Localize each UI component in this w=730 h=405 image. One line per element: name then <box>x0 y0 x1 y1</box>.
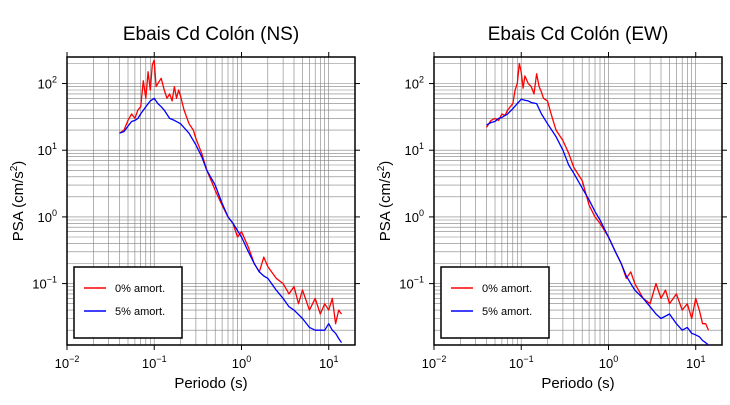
y-axis-label-sup: 2 <box>376 165 387 171</box>
x-tick-label: 10−1 <box>142 354 167 371</box>
series-line-0 <box>119 59 343 325</box>
plot-frame <box>66 56 356 346</box>
y-tick-exponent: −1 <box>414 275 424 285</box>
y-tick-exponent: 2 <box>52 75 57 85</box>
x-tick-exponent: −2 <box>69 354 79 364</box>
y-axis-label-close: ) <box>10 161 27 166</box>
x-tick-exponent: 0 <box>613 354 618 364</box>
x-tick-exponent: 1 <box>700 354 705 364</box>
x-tick-label: 101 <box>319 354 338 371</box>
x-tick-label: 100 <box>599 354 618 371</box>
y-tick-label: 100 <box>405 208 424 225</box>
y-axis-label-close: ) <box>377 161 394 166</box>
chart-title: Ebais Cd Colón (NS) <box>123 24 299 45</box>
series-line-1 <box>486 98 709 345</box>
y-tick-label: 102 <box>405 75 424 92</box>
legend-label-0: 0% amort. <box>115 283 165 295</box>
series-line-1 <box>119 97 343 344</box>
y-tick-exponent: 1 <box>52 141 57 151</box>
x-tick-base: 10 <box>232 356 246 371</box>
y-tick-base: 10 <box>405 143 419 158</box>
y-tick-base: 10 <box>38 77 52 92</box>
grid <box>66 57 356 345</box>
x-tick-base: 10 <box>509 356 523 371</box>
y-tick-label: 100 <box>38 208 57 225</box>
y-tick-label: 102 <box>38 75 57 92</box>
x-tick-label: 10−2 <box>55 354 80 371</box>
x-tick-exponent: 1 <box>333 354 338 364</box>
series-group <box>485 62 710 345</box>
y-tick-label: 101 <box>38 141 57 158</box>
series-line-0 <box>485 62 710 331</box>
legend: 0% amort. 5% amort. <box>440 266 550 339</box>
chart-title: Ebais Cd Colón (EW) <box>488 24 669 45</box>
x-tick-exponent: −1 <box>156 354 166 364</box>
series-group <box>119 59 343 344</box>
legend-label-0: 0% amort. <box>482 283 532 295</box>
legend: 0% amort. 5% amort. <box>73 266 183 339</box>
x-tick-base: 10 <box>319 356 333 371</box>
x-tick-base: 10 <box>686 356 700 371</box>
y-tick-exponent: 0 <box>419 208 424 218</box>
x-tick-base: 10 <box>422 356 436 371</box>
x-tick-base: 10 <box>55 356 69 371</box>
x-axis-label: Periodo (s) <box>541 375 614 392</box>
legend-box <box>73 266 183 339</box>
legend-label-1: 5% amort. <box>115 306 165 318</box>
y-axis-label: PSA (cm/s2) <box>376 161 394 242</box>
x-tick-label: 101 <box>686 354 705 371</box>
y-axis-label: PSA (cm/s2) <box>9 161 27 242</box>
y-tick-exponent: 0 <box>52 208 57 218</box>
y-tick-base: 10 <box>399 277 413 292</box>
y-tick-base: 10 <box>38 210 52 225</box>
x-tick-base: 10 <box>142 356 156 371</box>
legend-box <box>440 266 550 339</box>
y-tick-label: 10−1 <box>32 275 57 292</box>
y-tick-base: 10 <box>405 210 419 225</box>
y-axis-label-main: PSA (cm/s <box>377 171 394 241</box>
y-tick-base: 10 <box>38 143 52 158</box>
x-axis-label: Periodo (s) <box>174 375 247 392</box>
x-tick-label: 10−1 <box>509 354 534 371</box>
x-tick-exponent: −2 <box>436 354 446 364</box>
x-tick-exponent: −1 <box>523 354 533 364</box>
x-tick-exponent: 0 <box>246 354 251 364</box>
y-axis-label-main: PSA (cm/s <box>10 171 27 241</box>
y-tick-exponent: 2 <box>419 75 424 85</box>
legend-label-1: 5% amort. <box>482 306 532 318</box>
y-tick-base: 10 <box>405 77 419 92</box>
y-tick-exponent: 1 <box>419 141 424 151</box>
y-tick-label: 101 <box>405 141 424 158</box>
x-tick-label: 10−2 <box>422 354 447 371</box>
x-tick-base: 10 <box>599 356 613 371</box>
y-tick-label: 10−1 <box>399 275 424 292</box>
y-tick-exponent: −1 <box>47 275 57 285</box>
y-axis-label-sup: 2 <box>9 165 20 171</box>
x-tick-label: 100 <box>232 354 251 371</box>
y-tick-base: 10 <box>32 277 46 292</box>
plot-frame <box>433 56 723 346</box>
